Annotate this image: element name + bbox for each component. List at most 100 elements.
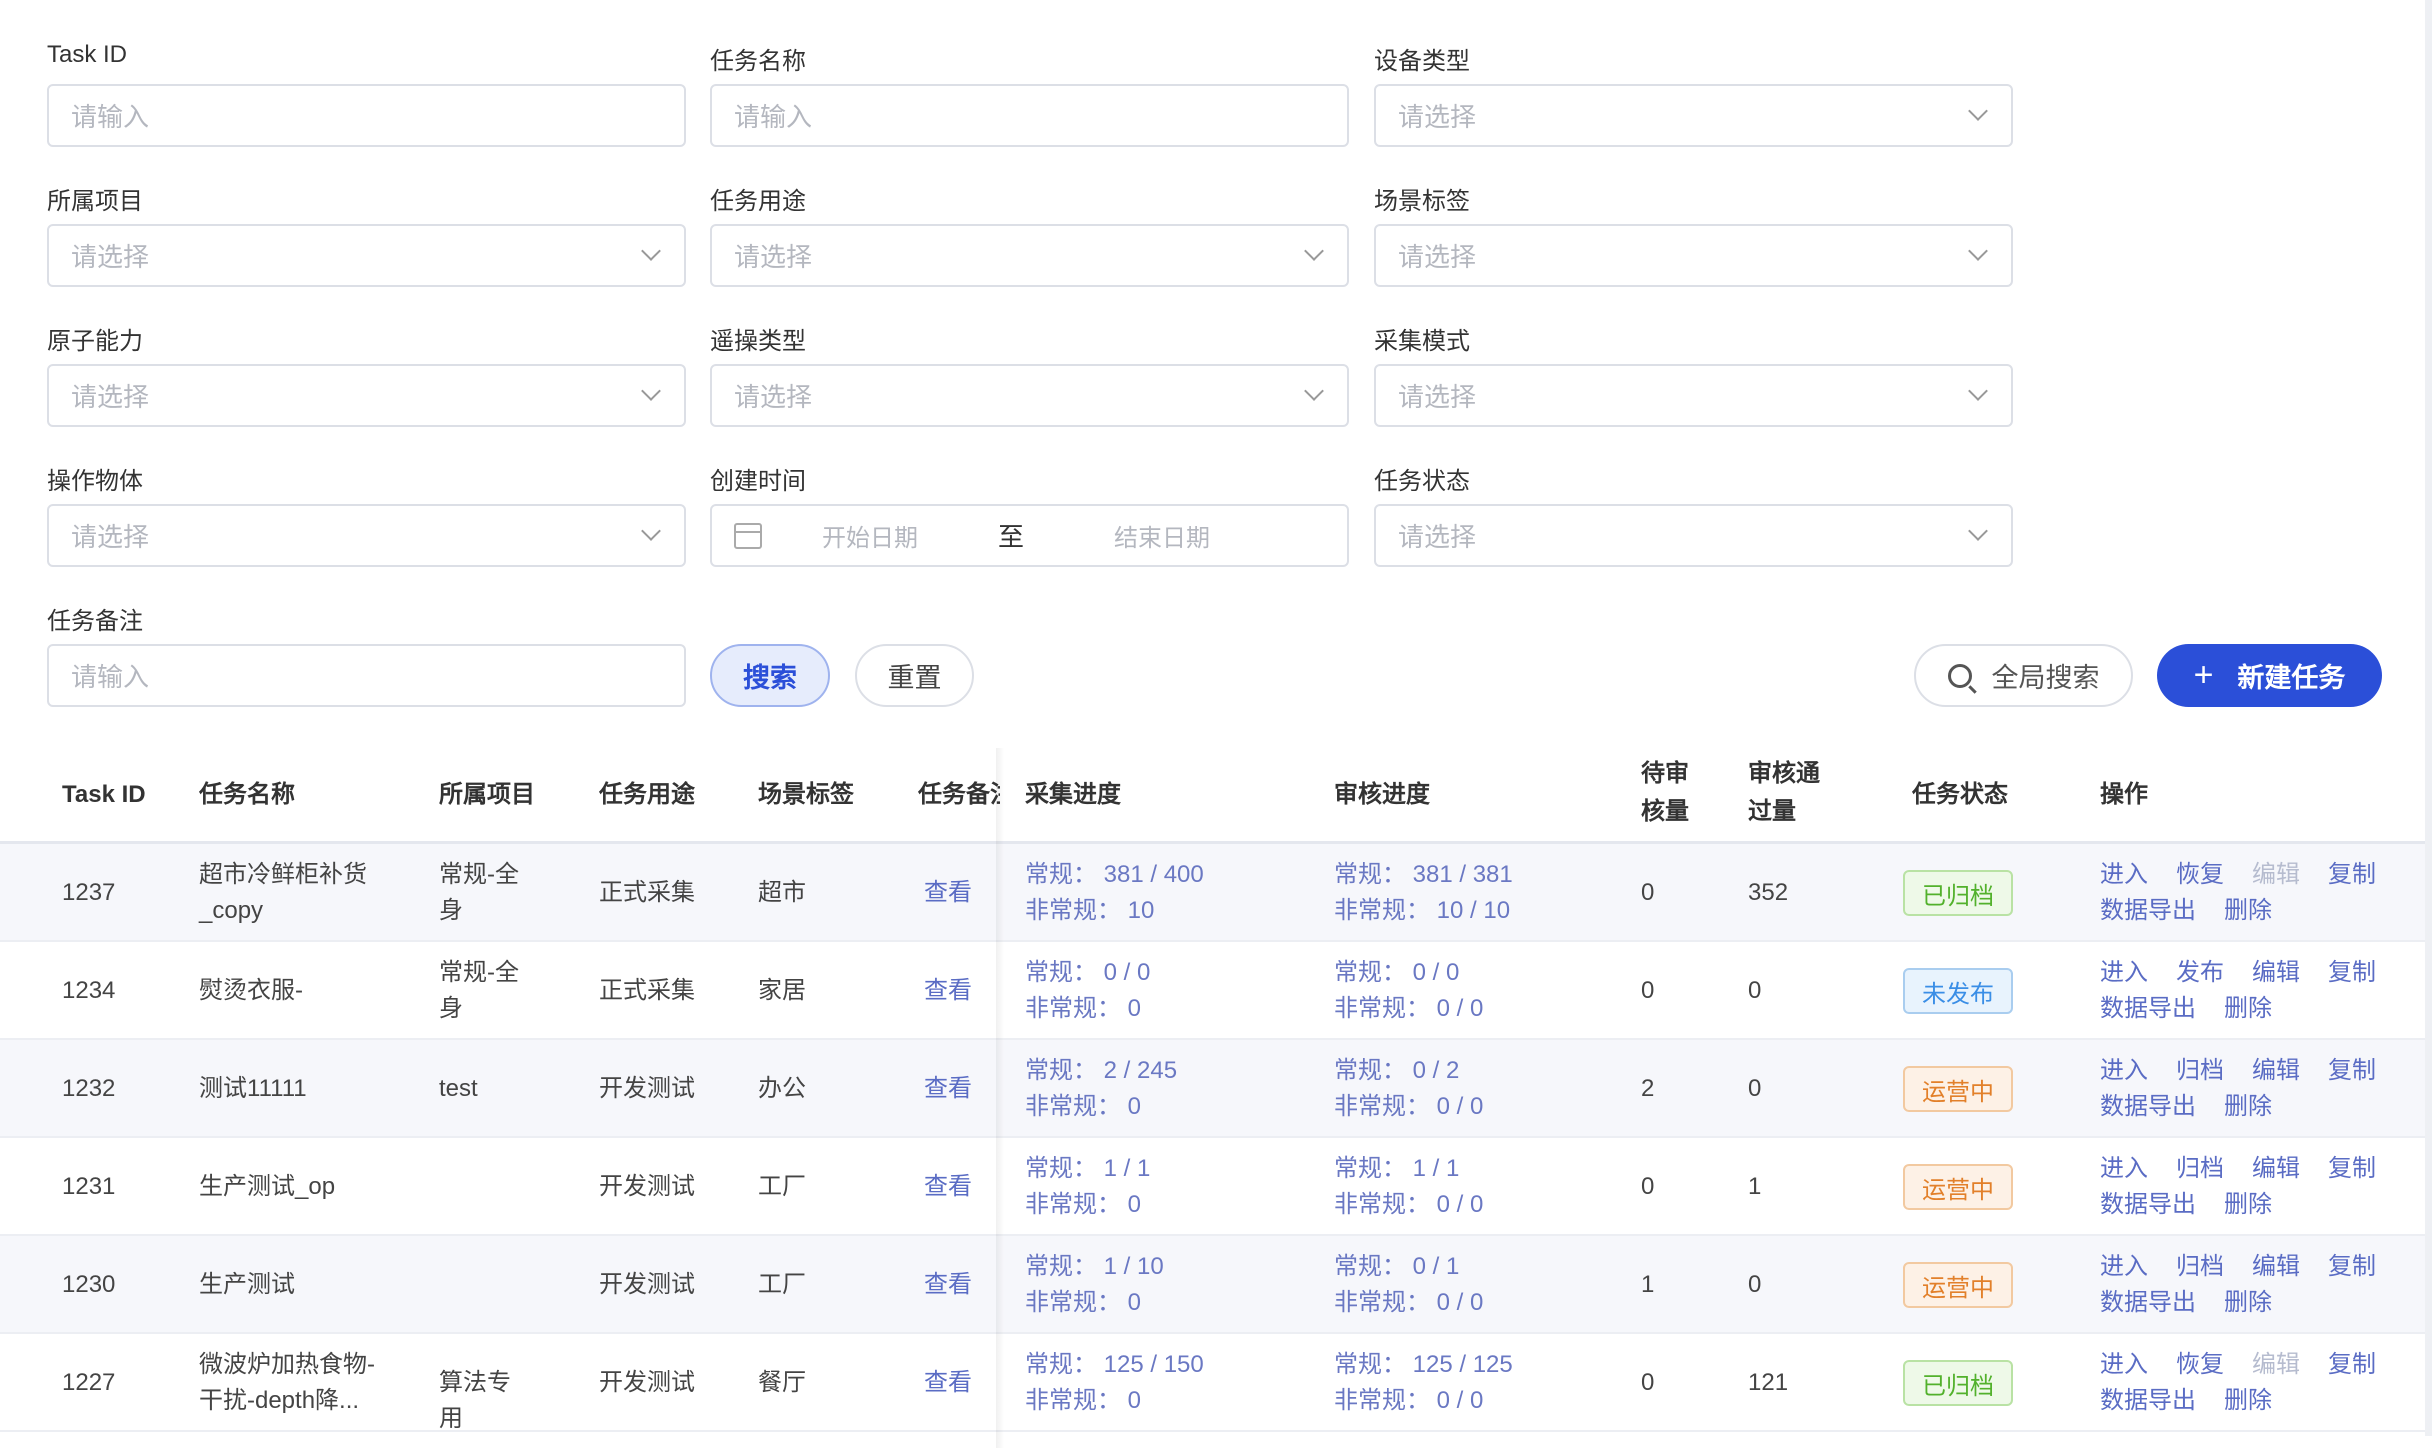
placeholder: 请选择	[734, 382, 813, 412]
view-note-link[interactable]: 查看	[924, 1369, 972, 1396]
pending-review-count: 0	[1641, 1369, 1655, 1396]
action-link[interactable]: 数据导出	[2100, 995, 2196, 1022]
column-header: 审核进度	[1334, 781, 1430, 808]
filter-label: 设备类型	[1374, 48, 1470, 75]
action-link[interactable]: 进入	[2100, 1057, 2148, 1084]
table-header: Task ID 任务名称 所属项目 任务用途 场景标签 任务备注采集进度 审核进度 待审核量 审…	[0, 748, 2425, 844]
action-link[interactable]: 恢复	[2176, 1351, 2224, 1378]
action-link[interactable]: 数据导出	[2100, 897, 2196, 924]
action-link[interactable]: 复制	[2328, 1253, 2376, 1280]
action-link[interactable]: 数据导出	[2100, 1093, 2196, 1120]
collect-progress-irregular: 非常规： 0	[1025, 1387, 1142, 1414]
action-link[interactable]: 进入	[2100, 1155, 2148, 1182]
new-task-button[interactable]: + 新建任务	[2157, 644, 2382, 707]
task-project: test	[439, 1075, 478, 1102]
created-time-range-picker[interactable]: 开始日期 至 结束日期	[710, 504, 1349, 567]
action-link[interactable]: 进入	[2100, 1253, 2148, 1280]
task-id: 1234	[62, 977, 116, 1004]
review-progress-irregular: 非常规： 0 / 0	[1334, 1387, 1484, 1414]
task-project: 算法专用	[439, 1369, 511, 1432]
column-header: 任务状态	[1912, 781, 2008, 808]
pending-review-count: 2	[1641, 1075, 1655, 1102]
search-button[interactable]: 搜索	[710, 644, 830, 707]
action-link[interactable]: 编辑	[2252, 1155, 2300, 1182]
filter-select[interactable]: 请选择	[1374, 364, 2013, 427]
action-link[interactable]: 进入	[2100, 1351, 2148, 1378]
global-search-label: 全局搜索	[1991, 663, 2100, 693]
action-link[interactable]: 归档	[2176, 1155, 2224, 1182]
view-note-link[interactable]: 查看	[924, 879, 972, 906]
filter-input[interactable]: 请输入	[710, 84, 1349, 147]
view-note-link[interactable]: 查看	[924, 1173, 972, 1200]
action-link[interactable]: 删除	[2224, 1387, 2272, 1414]
action-link[interactable]: 归档	[2176, 1057, 2224, 1084]
chevron-down-icon	[1304, 241, 1324, 261]
action-link[interactable]: 复制	[2328, 861, 2376, 888]
task-name: 熨烫衣服-	[199, 977, 303, 1004]
filter-input[interactable]: 请输入	[47, 644, 686, 707]
action-link[interactable]: 归档	[2176, 1253, 2224, 1280]
task-id: 1231	[62, 1173, 116, 1200]
placeholder: 请选择	[1398, 102, 1477, 132]
view-note-link[interactable]: 查看	[924, 1075, 972, 1102]
action-link[interactable]: 恢复	[2176, 861, 2224, 888]
task-id: 1230	[62, 1271, 116, 1298]
action-link[interactable]: 进入	[2100, 959, 2148, 986]
column-header: 所属项目	[439, 781, 535, 808]
action-link[interactable]: 进入	[2100, 861, 2148, 888]
action-link[interactable]: 复制	[2328, 1155, 2376, 1182]
action-link[interactable]: 删除	[2224, 897, 2272, 924]
placeholder: 请选择	[1398, 382, 1477, 412]
action-link[interactable]: 复制	[2328, 959, 2376, 986]
filter-select[interactable]: 请选择	[1374, 504, 2013, 567]
action-link[interactable]: 编辑	[2252, 1253, 2300, 1280]
filter-select[interactable]: 请选择	[47, 224, 686, 287]
filter-select[interactable]: 请选择	[710, 364, 1349, 427]
review-passed-count: 0	[1748, 1271, 1762, 1298]
vertical-scrollbar[interactable]	[2425, 0, 2432, 1436]
action-link[interactable]: 数据导出	[2100, 1191, 2196, 1218]
review-passed-count: 352	[1748, 879, 1789, 906]
action-link[interactable]: 删除	[2224, 1093, 2272, 1120]
filter-select[interactable]: 请选择	[1374, 224, 2013, 287]
action-link[interactable]: 删除	[2224, 1191, 2272, 1218]
filter-select[interactable]: 请选择	[47, 504, 686, 567]
chevron-down-icon	[1968, 381, 1988, 401]
action-link[interactable]: 删除	[2224, 1289, 2272, 1316]
filter-select[interactable]: 请选择	[710, 224, 1349, 287]
filter-input[interactable]: 请输入	[47, 84, 686, 147]
action-link[interactable]: 编辑	[2252, 1057, 2300, 1084]
table-row: 1227 微波炉加热食物-干扰-depth降... 算法专用 开发测试 餐厅 查看 常规： …	[0, 1334, 2425, 1432]
task-name: 超市冷鲜柜补货_copy	[199, 861, 367, 924]
filter-label: 任务用途	[710, 188, 806, 215]
action-link[interactable]: 复制	[2328, 1057, 2376, 1084]
filter-select[interactable]: 请选择	[1374, 84, 2013, 147]
action-link[interactable]: 删除	[2224, 995, 2272, 1022]
placeholder: 请选择	[71, 382, 150, 412]
action-link[interactable]: 数据导出	[2100, 1289, 2196, 1316]
view-note-link[interactable]: 查看	[924, 977, 972, 1004]
review-passed-count: 0	[1748, 1075, 1762, 1102]
new-task-label: 新建任务	[2237, 663, 2346, 693]
action-link[interactable]: 复制	[2328, 1351, 2376, 1378]
filter-select[interactable]: 请选择	[47, 364, 686, 427]
action-link[interactable]: 编辑	[2252, 959, 2300, 986]
task-usage: 开发测试	[599, 1271, 695, 1298]
global-search-button[interactable]: 全局搜索	[1914, 644, 2133, 707]
reset-button[interactable]: 重置	[855, 644, 974, 707]
collect-progress-irregular: 非常规： 0	[1025, 995, 1142, 1022]
view-note-link[interactable]: 查看	[924, 1271, 972, 1298]
collect-progress-regular: 常规： 0 / 0	[1025, 959, 1151, 986]
pending-review-count: 0	[1641, 977, 1655, 1004]
collect-progress-irregular: 非常规： 10	[1025, 897, 1155, 924]
action-link[interactable]: 数据导出	[2100, 1387, 2196, 1414]
status-badge: 未发布	[1903, 968, 2013, 1014]
collect-progress-regular: 常规： 2 / 245	[1025, 1057, 1178, 1084]
action-link[interactable]: 发布	[2176, 959, 2224, 986]
status-badge: 已归档	[1903, 1360, 2013, 1406]
review-progress-irregular: 非常规： 0 / 0	[1334, 1289, 1484, 1316]
review-progress-regular: 常规： 125 / 125	[1334, 1351, 1513, 1378]
task-project: 常规-全身	[439, 861, 519, 924]
filter-label: 遥操类型	[710, 328, 806, 355]
collect-progress-irregular: 非常规： 0	[1025, 1093, 1142, 1120]
